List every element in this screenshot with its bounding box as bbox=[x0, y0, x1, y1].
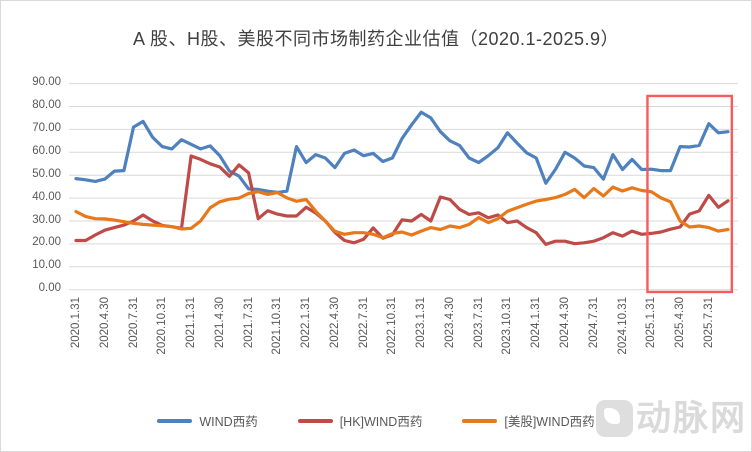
legend-label-us: [美股]WIND西药 bbox=[504, 415, 595, 429]
legend-item-a-share: WIND西药 bbox=[157, 411, 258, 430]
chart-title: A 股、H股、美股不同市场制药企业估值（2020.1-2025.9） bbox=[132, 29, 620, 49]
x-tick-label: 2022.1.31 bbox=[300, 297, 313, 349]
series-line-hk bbox=[74, 154, 730, 246]
x-tick-label: 2023.7.31 bbox=[472, 297, 485, 349]
y-tick-label: 70.00 bbox=[32, 121, 61, 134]
x-tick-label: 2024.7.31 bbox=[587, 297, 600, 349]
x-tick-label: 2021.10.31 bbox=[271, 297, 284, 355]
x-tick-label: 2020.4.30 bbox=[98, 297, 111, 349]
x-tick-label: 2022.10.31 bbox=[386, 297, 399, 355]
x-tick-label: 2024.10.31 bbox=[616, 297, 629, 355]
x-tick-label: 2023.4.30 bbox=[443, 297, 456, 349]
x-tick-label: 2024.1.31 bbox=[530, 297, 543, 349]
y-tick-label: 20.00 bbox=[32, 236, 61, 249]
y-tick-label: 30.00 bbox=[32, 213, 61, 226]
legend-swatch-a-share bbox=[157, 418, 193, 423]
y-tick-label: 60.00 bbox=[32, 144, 61, 157]
highlight-rect bbox=[646, 94, 734, 294]
x-tick-label: 2021.7.31 bbox=[242, 297, 255, 349]
x-tick-label: 2023.10.31 bbox=[501, 297, 514, 355]
x-tick-label: 2020.10.31 bbox=[156, 297, 169, 355]
legend-item-us: [美股]WIND西药 bbox=[462, 411, 595, 430]
y-tick-label: 10.00 bbox=[32, 259, 61, 272]
y-tick-label: 80.00 bbox=[32, 99, 61, 111]
x-tick-label: 2020.7.31 bbox=[127, 297, 140, 349]
series-line-a-share bbox=[74, 110, 730, 194]
x-tick-label: 2020.1.31 bbox=[70, 297, 82, 349]
y-tick-label: 50.00 bbox=[32, 167, 61, 180]
x-tick-label: 2024.4.30 bbox=[559, 297, 571, 349]
legend-swatch-hk bbox=[297, 418, 333, 423]
y-tick-label: 40.00 bbox=[32, 190, 61, 203]
x-tick-label: 2022.4.30 bbox=[328, 297, 341, 349]
x-tick-label: 2025.1.31 bbox=[645, 297, 658, 349]
x-tick-label: 2021.4.30 bbox=[213, 297, 226, 349]
y-tick-label: 0.00 bbox=[38, 282, 61, 295]
x-tick-label: 2023.1.31 bbox=[415, 297, 428, 349]
legend-swatch-us bbox=[462, 418, 498, 423]
x-tick-label: 2025.7.31 bbox=[702, 297, 715, 349]
x-tick-label: 2025.4.30 bbox=[674, 297, 687, 349]
x-tick-label: 2022.7.31 bbox=[357, 297, 370, 349]
legend-item-hk: [HK]WIND西药 bbox=[297, 411, 423, 430]
legend-label-a-share: WIND西药 bbox=[199, 415, 258, 429]
x-tick-label: 2021.1.31 bbox=[185, 297, 198, 349]
legend-label-hk: [HK]WIND西药 bbox=[339, 415, 423, 429]
y-tick-label: 90.00 bbox=[32, 76, 61, 89]
series-line-us bbox=[74, 185, 730, 240]
legend: WIND西药 [HK]WIND西药 [美股]WIND西药 bbox=[1, 411, 751, 430]
